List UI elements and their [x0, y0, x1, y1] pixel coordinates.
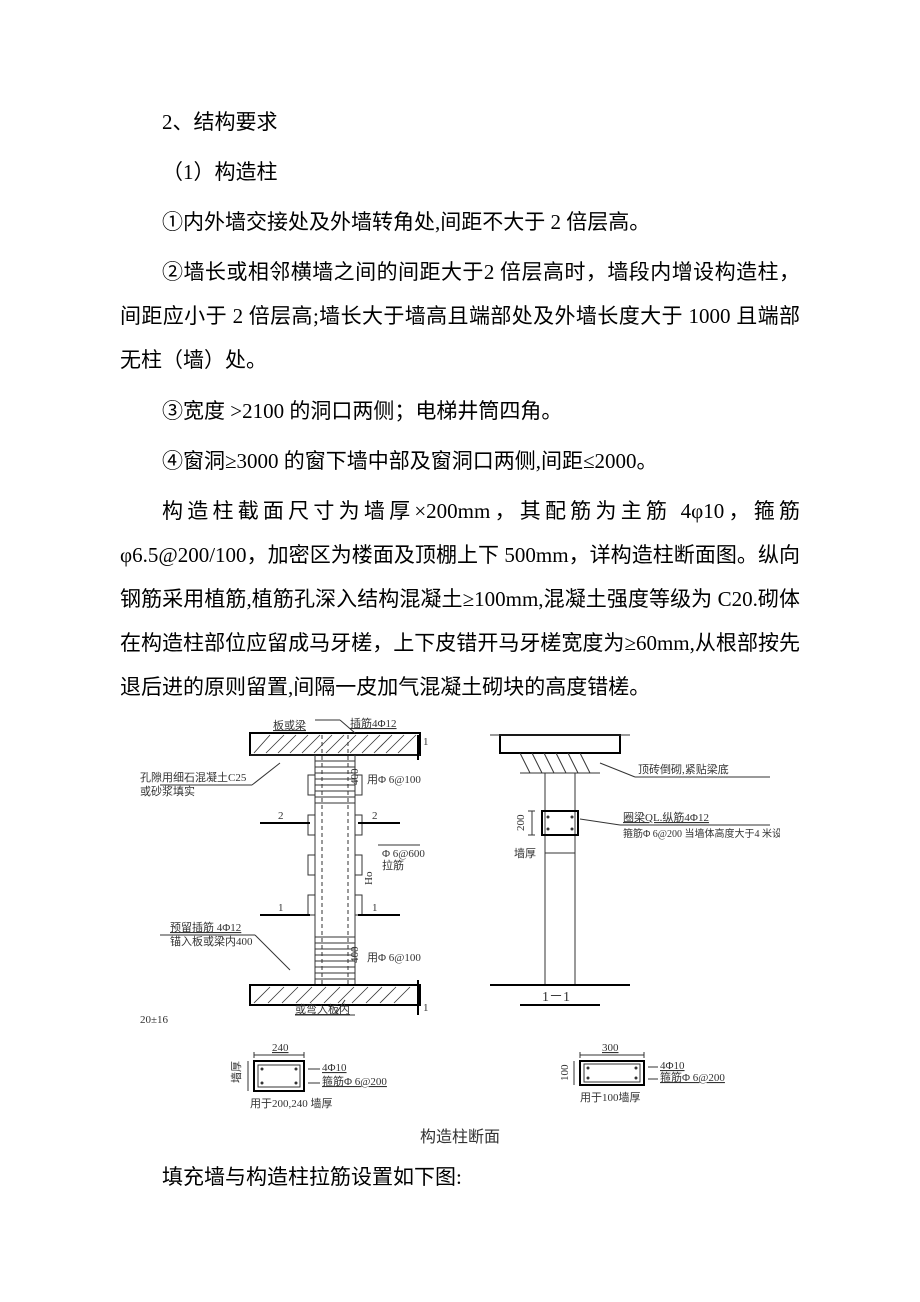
para-item-2: ②墙长或相邻横墙之间的间距大于2 倍层高时，墙段内增设构造柱，间距应小于 2 倍…	[120, 250, 800, 382]
lbl-sec1-w: 240	[272, 1042, 289, 1054]
lbl-top-rebar: 插筋4Φ12	[350, 716, 397, 730]
lbl-pull: Φ 6@600	[382, 848, 425, 860]
heading-2: 2、结构要求	[120, 100, 800, 144]
lbl-right-beam: 圈梁QL.纵筋4Φ12	[623, 810, 709, 824]
lbl-ho: Ho	[363, 871, 375, 885]
lbl-reserve1: 预留插筋 4Φ12	[170, 920, 241, 934]
lbl-sec1-note: 用于200,240 墙厚	[250, 1096, 333, 1110]
lbl-num1a: 1	[278, 902, 284, 914]
lbl-sec1-hoop: 箍筋Φ 6@200	[322, 1074, 387, 1088]
lbl-conc-2: 或砂浆填实	[140, 784, 195, 798]
lbl-right-hoop: 箍筋Φ 6@200 当墙体高度大于4 米设置.	[623, 827, 780, 840]
diagram-caption: 构造柱断面	[140, 1123, 780, 1147]
lbl-sec1-h: 墙厚	[229, 1061, 243, 1083]
lbl-top-slab: 板或梁	[273, 718, 306, 732]
para-item-3: ③宽度 >2100 的洞口两侧；电梯井筒四角。	[120, 389, 800, 433]
lbl-dense-top: 用Φ 6@100	[367, 774, 421, 786]
lbl-dense-bot: 用Φ 6@100	[367, 952, 421, 964]
lbl-sec2-w: 300	[602, 1042, 619, 1054]
lbl-left-dim: 20±16	[140, 1014, 169, 1026]
lbl-right-wall: 墙厚	[514, 846, 536, 860]
lbl-sec-title: 1－1	[542, 990, 570, 1005]
lbl-sec2-note: 用于100墙厚	[580, 1090, 641, 1104]
lbl-sec-bot: 1	[423, 1002, 429, 1014]
lbl-num2a: 2	[278, 810, 284, 822]
cross-section-1: 240 墙厚 4Φ10 箍筋Φ 6@200 用于200,240 墙厚	[210, 1039, 400, 1119]
lbl-pull2: 拉筋	[382, 858, 404, 872]
subheading-1: （1）构造柱	[120, 150, 800, 194]
section-1-1-svg: 顶砖倒砌,紧贴梁底 200 圈梁QL.纵筋4Φ12 箍筋Φ 6@200 当墙体高…	[470, 715, 780, 1035]
para-detail: 构造柱截面尺寸为墙厚×200mm，其配筋为主筋 4φ10，箍筋φ6.5@200/…	[120, 489, 800, 709]
cross-section-2: 300 100 4Φ10 箍筋Φ 6@200 用于100墙厚	[540, 1039, 740, 1119]
lbl-num1b: 1	[372, 902, 378, 914]
para-followup: 填充墙与构造柱拉筋设置如下图:	[120, 1155, 800, 1199]
para-item-4: ④窗洞≥3000 的窗下墙中部及窗洞口两侧,间距≤2000。	[120, 439, 800, 483]
lbl-num2b: 2	[372, 810, 378, 822]
lbl-right-200: 200	[515, 814, 527, 831]
lbl-sec2-bar: 4Φ10	[660, 1060, 685, 1072]
construction-column-diagram: 板或梁 插筋4Φ12 用Φ 6@	[140, 715, 780, 1147]
para-item-1: ①内外墙交接处及外墙转角处,间距不大于 2 倍层高。	[120, 200, 800, 244]
elevation-left-svg: 板或梁 插筋4Φ12 用Φ 6@	[140, 715, 470, 1035]
document-page: 2、结构要求 （1）构造柱 ①内外墙交接处及外墙转角处,间距不大于 2 倍层高。…	[0, 0, 920, 1302]
lbl-sec-top: 1	[423, 736, 429, 748]
lbl-sec1-bar: 4Φ10	[322, 1062, 347, 1074]
lbl-conc-1: 孔隙用细石混凝土C25	[140, 770, 247, 784]
lbl-right-top: 顶砖倒砌,紧贴梁底	[638, 762, 729, 776]
lbl-sec2-h: 100	[559, 1064, 571, 1081]
lbl-sec2-hoop: 箍筋Φ 6@200	[660, 1070, 725, 1084]
lbl-reserve2: 锚入板或梁内400	[170, 934, 253, 948]
